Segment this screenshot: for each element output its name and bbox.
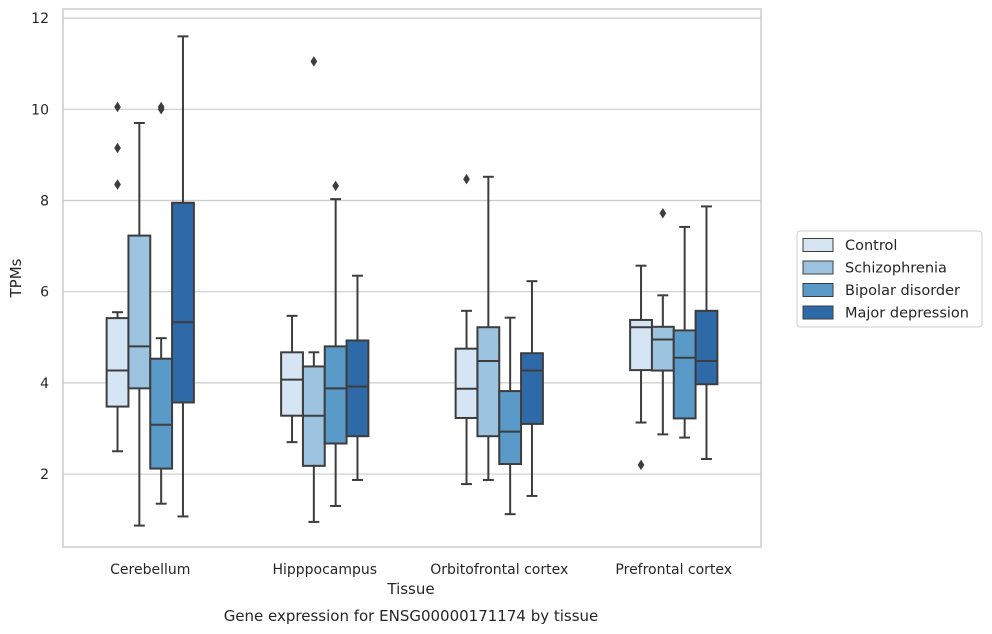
x-tick-label-cerebellum: Cerebellum — [110, 562, 190, 578]
y-tick-label-2: 2 — [40, 467, 49, 483]
x-tick-labels: Cerebellum Hipppocampus Orbitofrontal cort… — [110, 562, 732, 578]
box-schizophrenia-hipppocampus — [301, 56, 326, 523]
outlier-point-control-cerebellum-0 — [114, 179, 121, 190]
box-schizophrenia-prefrontal-cortex — [650, 208, 675, 436]
box-control-hipppocampus — [280, 314, 304, 444]
x-tick-label-prefrontal-cortex: Prefrontal cortex — [615, 562, 732, 578]
box-control-prefrontal-cortex — [629, 264, 653, 471]
box-major-depression-orbitofrontal-cortex — [520, 280, 544, 497]
outlier-point-bipolar-disorder-cerebellum-1 — [157, 101, 165, 113]
iqr-box-schizophrenia-cerebellum — [127, 234, 152, 390]
iqr-box-control-cerebellum — [105, 317, 130, 408]
legend-swatch-schizophrenia — [802, 260, 834, 275]
outlier-point-control-orbitofrontal-cortex-0 — [463, 173, 470, 185]
y-tick-label-8: 8 — [40, 193, 49, 209]
y-tick-label-4: 4 — [40, 376, 49, 392]
outlier-point-schizophrenia-prefrontal-cortex-0 — [659, 208, 667, 219]
box-bipolar-disorder-orbitofrontal-cortex — [498, 316, 523, 516]
legend-swatch-major-depression — [802, 305, 834, 320]
chart-caption: Gene expression for ENSG00000171174 by t… — [224, 607, 599, 625]
outlier-point-bipolar-disorder-hipppocampus-0 — [332, 180, 340, 192]
iqr-box-bipolar-disorder-cerebellum — [149, 357, 174, 470]
iqr-box-control-orbitofrontal-cortex — [454, 347, 479, 419]
x-axis-label: Tissue — [386, 580, 434, 598]
iqr-box-control-hipppocampus — [280, 351, 304, 417]
box-major-depression-cerebellum — [171, 35, 195, 518]
iqr-box-major-depression-prefrontal-cortex — [694, 309, 719, 386]
iqr-box-schizophrenia-orbitofrontal-cortex — [476, 326, 501, 438]
y-tick-label-12: 12 — [31, 11, 49, 27]
box-control-orbitofrontal-cortex — [454, 173, 479, 486]
y-axis-label: TPMs — [7, 258, 25, 298]
iqr-box-major-depression-hipppocampus — [345, 339, 370, 438]
iqr-box-bipolar-disorder-prefrontal-cortex — [672, 329, 697, 420]
legend-label-schizophrenia: Schizophrenia — [845, 261, 947, 277]
outlier-point-control-cerebellum-2 — [114, 101, 121, 113]
box-major-depression-hipppocampus — [345, 274, 370, 481]
plot-area-frame — [62, 8, 762, 548]
iqr-box-bipolar-disorder-hipppocampus — [323, 345, 348, 445]
outlier-point-control-cerebellum-1 — [114, 142, 121, 154]
box-bipolar-disorder-prefrontal-cortex — [672, 225, 697, 439]
box-major-depression-prefrontal-cortex — [694, 205, 719, 461]
box-schizophrenia-cerebellum — [127, 121, 152, 527]
legend: Control Schizophrenia Bipolar disorder Majo… — [796, 230, 983, 328]
legend-swatch-control — [802, 238, 834, 252]
iqr-box-major-depression-orbitofrontal-cortex — [520, 352, 544, 425]
y-tick-labels: 2 4 6 8 10 12 — [31, 11, 49, 483]
legend-swatch-bipolar-disorder — [802, 283, 834, 297]
y-tick-label-6: 6 — [40, 285, 49, 301]
iqr-box-bipolar-disorder-orbitofrontal-cortex — [498, 390, 523, 466]
x-tick-label-hipppocampus: Hipppocampus — [272, 562, 377, 578]
box-bipolar-disorder-cerebellum — [149, 101, 174, 505]
legend-label-bipolar-disorder: Bipolar disorder — [845, 283, 960, 299]
outlier-point-schizophrenia-hipppocampus-0 — [310, 56, 318, 67]
y-tick-label-10: 10 — [31, 102, 49, 118]
x-tick-label-orbitofrontal-cortex: Orbitofrontal cortex — [430, 562, 568, 578]
iqr-box-major-depression-cerebellum — [171, 201, 195, 404]
legend-frame — [796, 230, 983, 328]
legend-label-major-depression: Major depression — [845, 306, 969, 322]
box-layer — [105, 35, 719, 527]
legend-label-control: Control — [845, 238, 897, 254]
box-bipolar-disorder-hipppocampus — [323, 180, 348, 507]
iqr-box-schizophrenia-prefrontal-cortex — [650, 325, 675, 372]
box-schizophrenia-orbitofrontal-cortex — [476, 175, 501, 481]
box-control-cerebellum — [105, 101, 130, 453]
outlier-point-control-prefrontal-cortex-0 — [637, 459, 645, 471]
